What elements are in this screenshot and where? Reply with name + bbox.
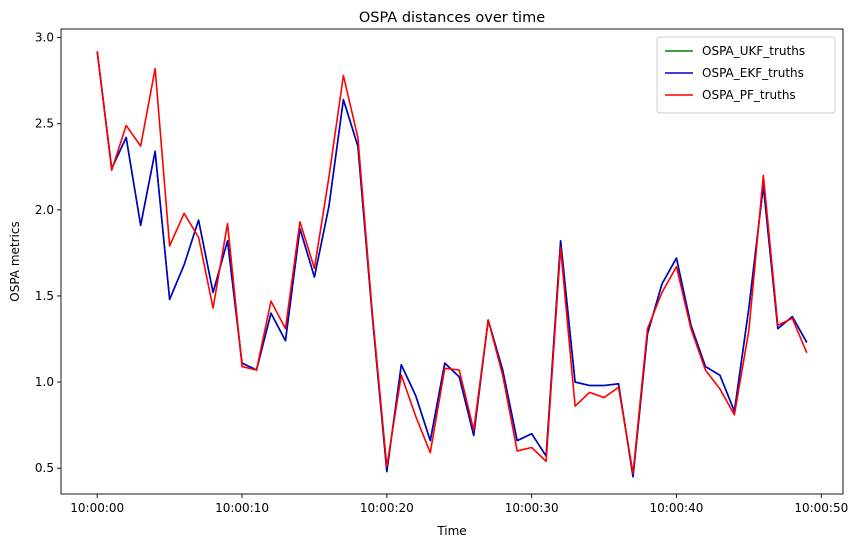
y-tick-label: 1.0 xyxy=(35,375,54,389)
y-tick-label: 1.5 xyxy=(35,289,54,303)
legend-box xyxy=(656,36,836,114)
series-line-ospa-ekf-truths xyxy=(96,51,808,478)
y-axis-label: OSPA metrics xyxy=(8,221,22,301)
x-tick-label: 10:00:00 xyxy=(70,501,124,515)
x-tick-label: 10:00:50 xyxy=(794,501,848,515)
series-line-ospa-pf-truths xyxy=(96,51,808,475)
legend-entry: OSPA_PF_truths xyxy=(702,88,796,102)
axes: 10:00:00 10:00:10 10:00:20 10:00:30 10:00:40… xyxy=(35,28,848,515)
x-tick-label: 10:00:10 xyxy=(215,501,269,515)
y-tick-label: 3.0 xyxy=(35,31,54,45)
x-tick-label: 10:00:20 xyxy=(360,501,414,515)
axes-frame xyxy=(60,28,844,495)
x-tick-label: 10:00:30 xyxy=(505,501,559,515)
y-tick-label: 0.5 xyxy=(35,461,54,475)
legend: OSPA_UKF_truths OSPA_EKF_truths OSPA_PF_tr… xyxy=(656,36,836,114)
y-tick-label: 2.5 xyxy=(35,117,54,131)
series-layer xyxy=(96,51,808,478)
chart-title: OSPA distances over time xyxy=(359,10,545,26)
x-axis-label: Time xyxy=(436,524,466,538)
legend-entry: OSPA_EKF_truths xyxy=(702,66,804,80)
legend-entry: OSPA_UKF_truths xyxy=(702,44,805,58)
x-tick-label: 10:00:40 xyxy=(650,501,704,515)
y-tick-label: 2.0 xyxy=(35,203,54,217)
